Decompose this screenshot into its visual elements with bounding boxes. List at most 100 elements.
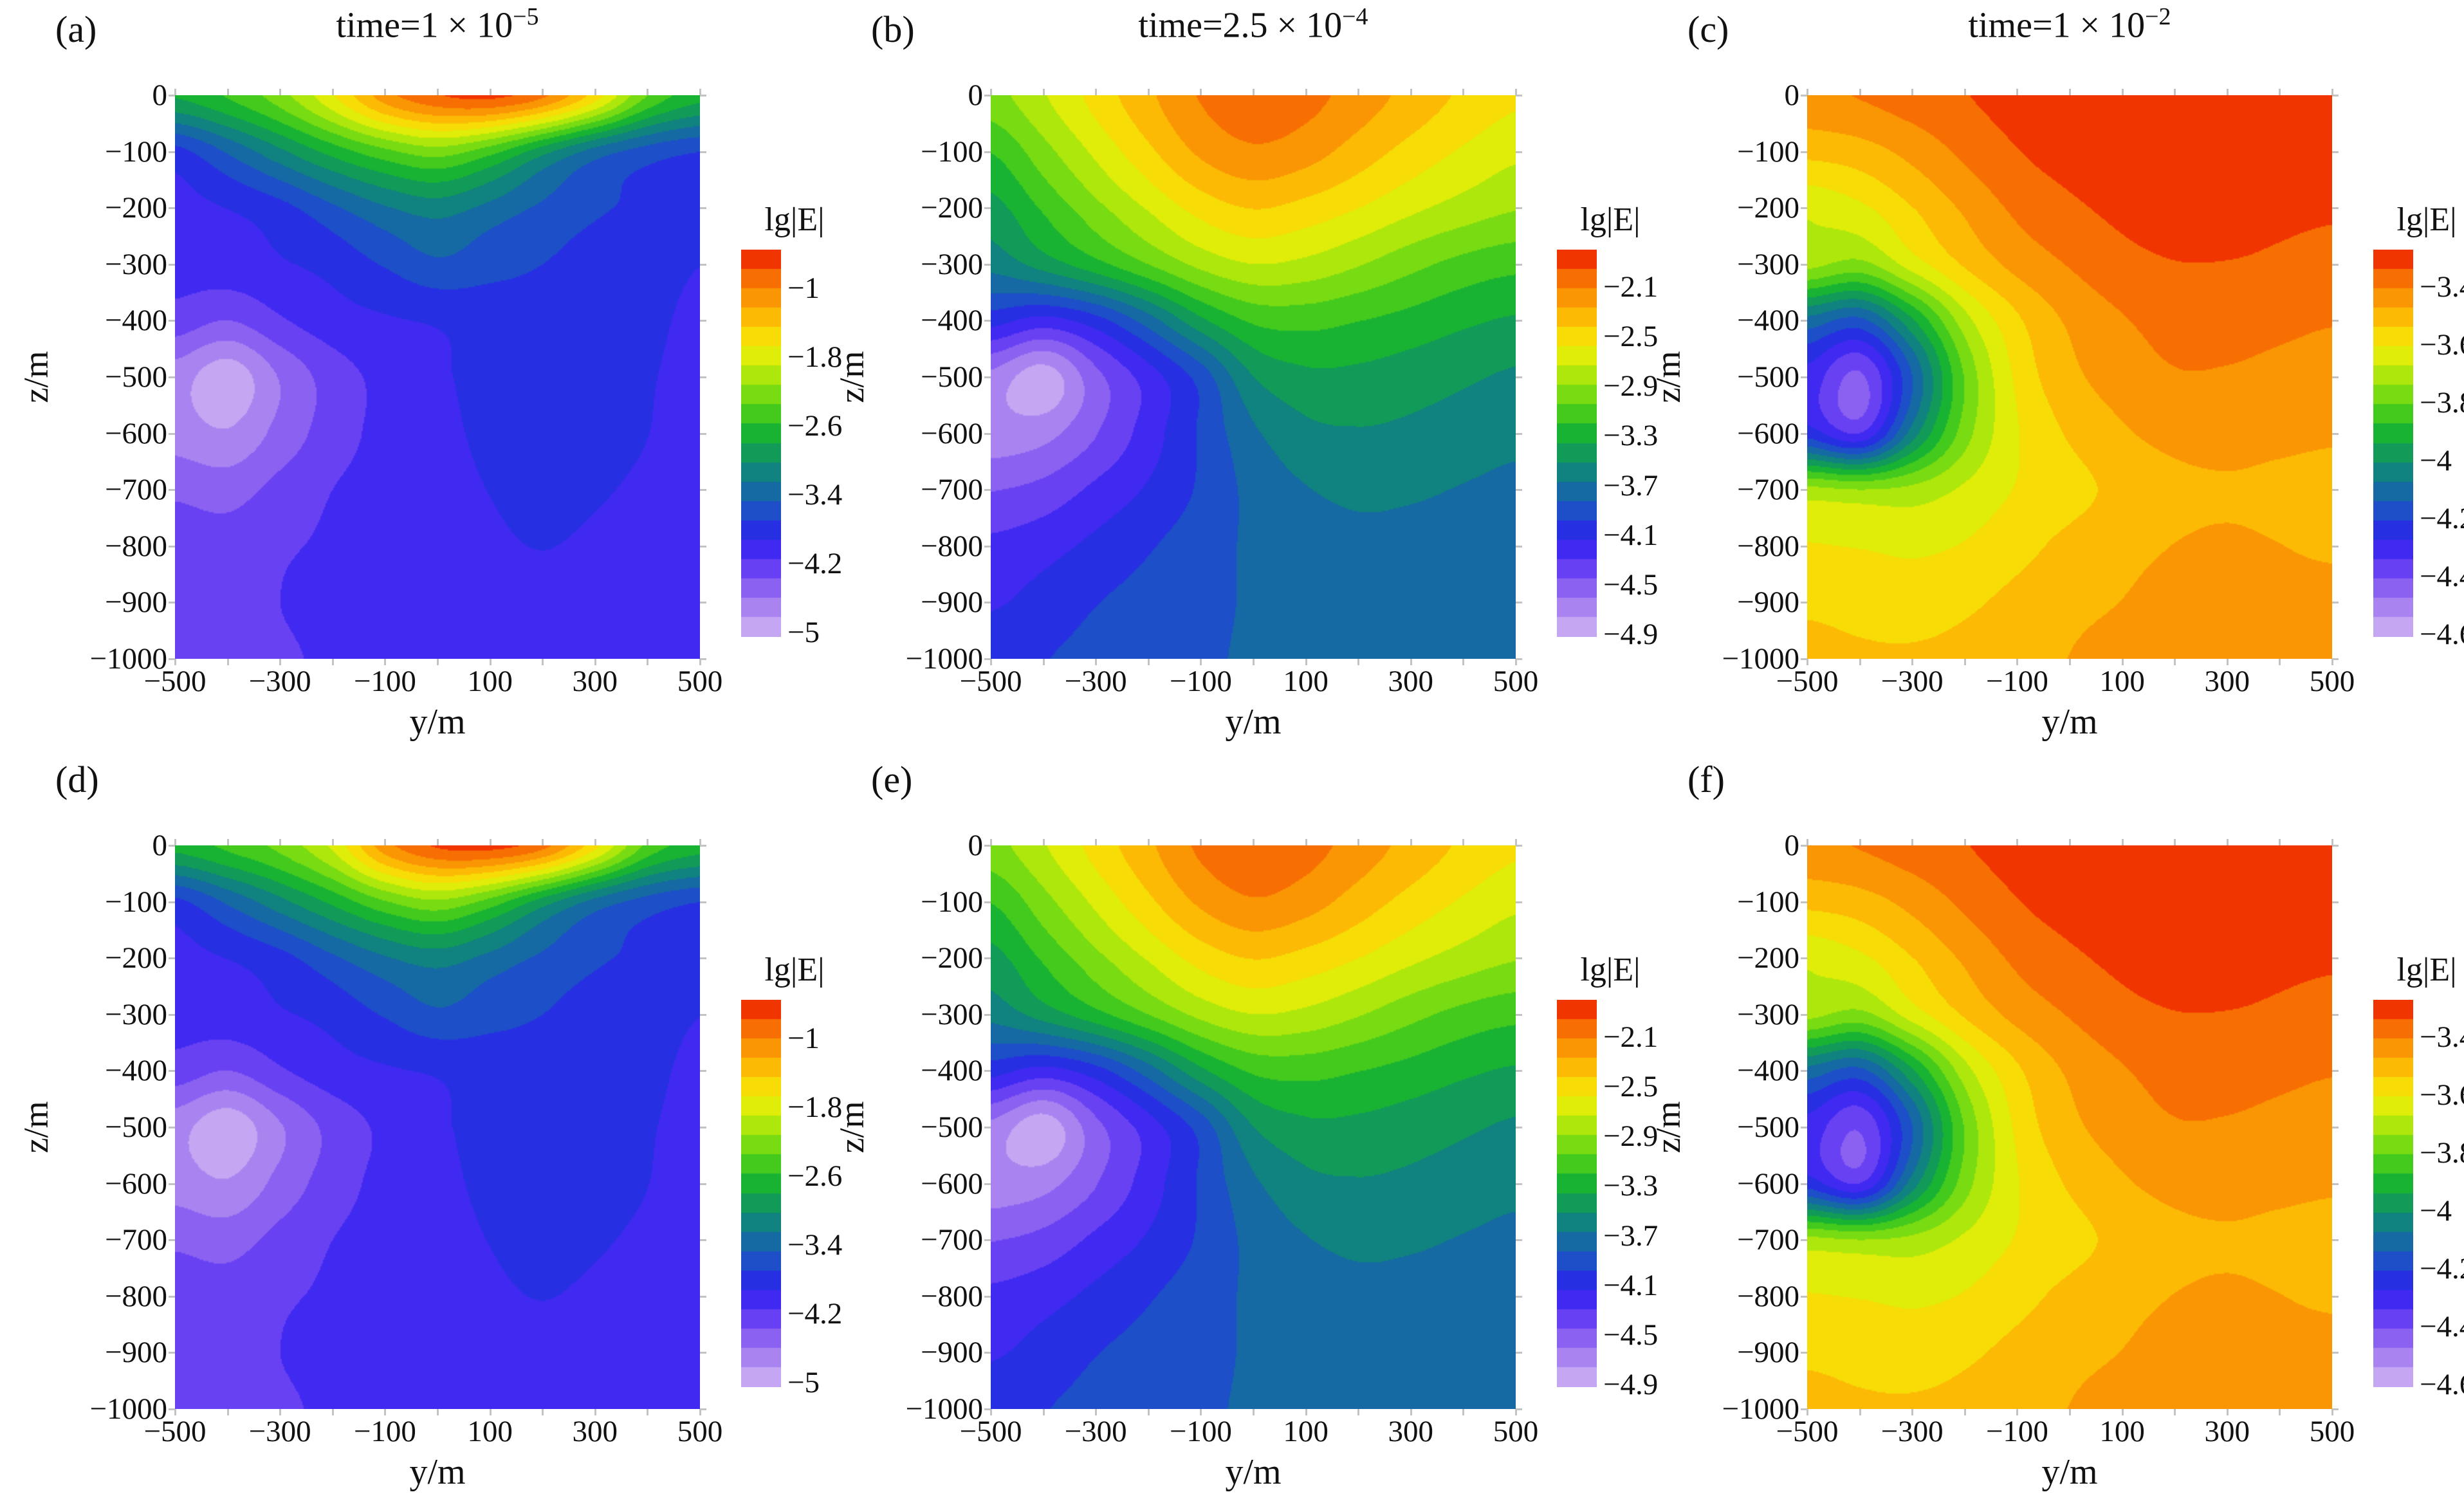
colorbar-tick-label: −3.4: [787, 478, 843, 512]
x-tick-mark: [1147, 1409, 1150, 1415]
x-tick-mark: [2331, 89, 2333, 95]
contour-canvas-d: [175, 845, 700, 1409]
x-tick-mark: [384, 659, 387, 665]
x-tick-mark: [1147, 89, 1150, 95]
y-tick-label: −100: [104, 885, 167, 919]
y-tick-mark: [169, 901, 175, 903]
x-tick-mark: [226, 89, 229, 95]
x-tick-mark: [1807, 1409, 1808, 1415]
y-tick-mark: [2332, 901, 2339, 903]
y-tick-mark: [700, 151, 706, 153]
y-tick-mark: [1801, 1183, 1807, 1185]
x-tick-label: 100: [2099, 1415, 2145, 1448]
y-tick-label: −600: [104, 1166, 167, 1201]
x-tick-label: 100: [2099, 665, 2145, 698]
x-tick-label: −500: [1776, 665, 1839, 698]
contour-plot-a: [175, 95, 700, 659]
y-tick-label: −800: [104, 529, 167, 563]
x-tick-label: −500: [143, 665, 207, 698]
x-tick-mark: [1147, 659, 1150, 665]
x-tick-mark: [1253, 659, 1255, 665]
x-tick-mark: [489, 659, 492, 665]
y-tick-mark: [1516, 95, 1522, 97]
y-tick-label: −200: [104, 191, 167, 225]
x-tick-mark: [1095, 659, 1098, 665]
y-tick-mark: [984, 207, 991, 210]
colorbar-tick-label: −3.4: [787, 1228, 843, 1262]
colorbar-tick-label: −3.6: [2420, 1078, 2464, 1112]
x-axis-label: y/m: [2041, 1452, 2098, 1492]
y-tick-label: −900: [920, 1336, 983, 1370]
colorbar-tick-label: −5: [787, 616, 820, 650]
colorbar-tick-label: −3.3: [1603, 1169, 1659, 1203]
x-tick-mark: [174, 1409, 176, 1415]
panel-d: (d) z/m y/m lg|E| 0 −100 −200 −300 −400 −500−…: [0, 750, 842, 1500]
x-tick-mark: [1462, 89, 1465, 95]
y-tick-mark: [169, 1295, 175, 1298]
y-tick-mark: [700, 1239, 706, 1242]
x-tick-label: 300: [2204, 1415, 2250, 1448]
y-tick-mark: [1516, 845, 1522, 847]
y-tick-label: −600: [1736, 416, 1799, 450]
panel-label-e: (e): [871, 759, 913, 800]
y-tick-mark: [169, 1127, 175, 1128]
y-tick-label: −700: [920, 1223, 983, 1257]
y-tick-mark: [984, 489, 991, 492]
y-tick-label: −800: [920, 529, 983, 563]
contour-canvas-c: [1807, 95, 2332, 659]
colorbar-tick-label: −2.9: [1603, 369, 1659, 403]
colorbar-c: [2373, 250, 2413, 637]
x-tick-label: −300: [248, 1415, 311, 1448]
y-tick-mark: [1516, 545, 1522, 548]
colorbar-tick-label: −2.6: [787, 409, 843, 443]
x-axis-label: y/m: [2041, 702, 2098, 742]
x-tick-mark: [699, 659, 701, 665]
y-tick-label: −1000: [89, 642, 167, 676]
y-tick-label: −500: [104, 360, 167, 394]
y-tick-mark: [700, 1408, 706, 1410]
y-tick-mark: [2332, 1070, 2339, 1073]
y-tick-label: −200: [1736, 191, 1799, 225]
x-tick-mark: [489, 1409, 492, 1415]
panel-title-base: time=2.5 × 10: [1138, 5, 1343, 46]
y-tick-label: −1000: [905, 1392, 983, 1426]
y-tick-mark: [1801, 320, 1807, 322]
x-tick-mark: [647, 839, 649, 845]
x-tick-mark: [2121, 1409, 2124, 1415]
y-tick-mark: [1801, 376, 1807, 378]
y-tick-mark: [700, 1352, 706, 1354]
y-tick-mark: [984, 1013, 991, 1016]
y-tick-mark: [984, 602, 991, 604]
x-tick-mark: [990, 839, 992, 845]
y-tick-label: −700: [104, 1223, 167, 1257]
y-tick-label: −600: [104, 416, 167, 450]
panel-f: (f) z/m y/m lg|E| 0 −100 −200 −300 −400 −500−…: [1632, 750, 2464, 1500]
colorbar-tick-label: −3.8: [2420, 1136, 2464, 1170]
y-tick-mark: [984, 95, 991, 97]
y-tick-label: −300: [920, 997, 983, 1031]
x-tick-mark: [2174, 89, 2176, 95]
y-tick-label: 0: [152, 78, 168, 112]
y-tick-mark: [1801, 545, 1807, 548]
x-tick-mark: [1200, 839, 1202, 845]
y-tick-label: −500: [1736, 1110, 1799, 1144]
colorbar-a: [741, 250, 781, 637]
x-tick-mark: [331, 89, 334, 95]
y-tick-mark: [984, 1070, 991, 1073]
y-tick-mark: [1801, 263, 1807, 266]
x-tick-mark: [1305, 839, 1307, 845]
colorbar-tick-label: −4.6: [2420, 617, 2464, 651]
panel-label-d: (d): [55, 759, 99, 800]
colorbar-tick-label: −1.8: [787, 340, 843, 374]
x-tick-mark: [384, 839, 387, 845]
colorbar-title: lg|E|: [1580, 952, 1641, 988]
x-tick-mark: [437, 839, 439, 845]
x-tick-mark: [594, 839, 596, 845]
y-tick-mark: [984, 1295, 991, 1298]
colorbar-tick-label: −1: [787, 1022, 820, 1056]
y-tick-label: −600: [920, 416, 983, 450]
y-tick-mark: [1516, 1295, 1522, 1298]
x-axis-label: y/m: [409, 1452, 466, 1492]
x-tick-label: 500: [1493, 665, 1539, 698]
y-tick-mark: [1516, 901, 1522, 903]
